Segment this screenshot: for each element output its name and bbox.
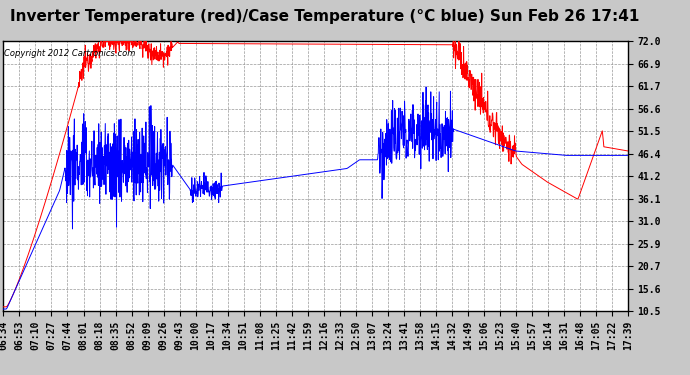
Text: Copyright 2012 Cartronics.com: Copyright 2012 Cartronics.com	[4, 50, 135, 58]
Text: Inverter Temperature (red)/Case Temperature (°C blue) Sun Feb 26 17:41: Inverter Temperature (red)/Case Temperat…	[10, 9, 639, 24]
